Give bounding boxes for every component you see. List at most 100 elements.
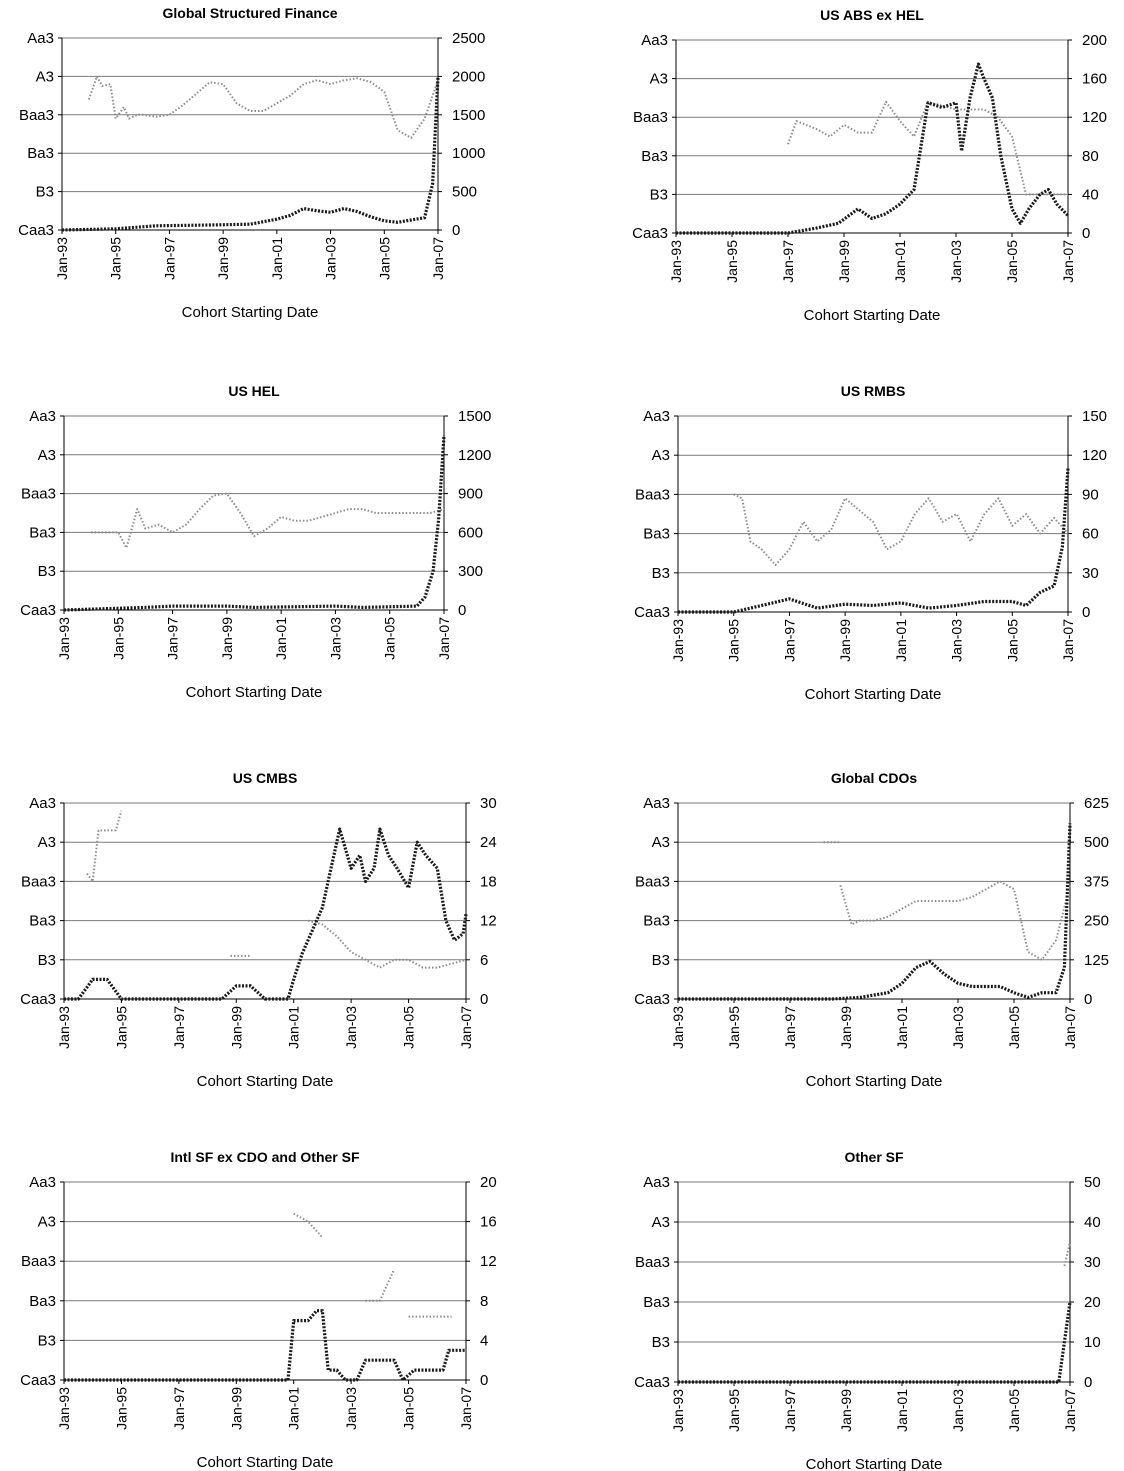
right-tick-label: 0 — [1084, 1374, 1092, 1391]
x-tick-label: Jan-05 — [376, 237, 392, 280]
left-tick-label: Caa3 — [18, 222, 54, 239]
right-tick-label: 0 — [1082, 225, 1090, 242]
x-tick-label: Jan-03 — [327, 617, 343, 660]
left-tick-label: Ba3 — [29, 913, 56, 930]
right-tick-label: 8 — [480, 1293, 488, 1310]
right-tick-label: 12 — [480, 1253, 497, 1270]
x-tick-label: Jan-01 — [892, 240, 908, 283]
right-tick-label: 0 — [480, 991, 488, 1008]
chart-panel-1: Global Structured Finance Caa3 B3 Ba3 Baa3 A3… — [18, 5, 485, 321]
right-tick-label: 24 — [480, 834, 497, 851]
right-tick-label: 0 — [458, 602, 466, 619]
right-tick-label: 0 — [1084, 991, 1092, 1008]
right-tick-label: 0 — [480, 1372, 488, 1389]
x-tick-label: Jan-93 — [670, 1389, 686, 1432]
x-tick-label: Jan-97 — [782, 1006, 798, 1049]
left-tick-label: A3 — [36, 68, 54, 85]
x-tick-label: Jan-01 — [269, 237, 285, 280]
x-tick-label: Jan-03 — [949, 619, 965, 662]
x-tick-label: Jan-07 — [1060, 240, 1076, 283]
right-tick-label: 12 — [480, 913, 497, 930]
left-tick-label: B3 — [652, 1334, 670, 1351]
rating-series-line-1 — [87, 75, 439, 139]
left-tick-label: Baa3 — [635, 486, 670, 503]
x-tick-label: Jan-99 — [228, 1387, 244, 1430]
volume-series-line-2 — [61, 76, 440, 232]
chart-panel-3: US HEL Caa3 B3 Ba3 Baa3 A3 Aa3 0 300 600 900 1200 15… — [20, 383, 491, 701]
left-tick-label: Aa3 — [27, 30, 54, 47]
left-tick-label: Aa3 — [643, 1174, 670, 1191]
right-tick-label: 120 — [1082, 447, 1107, 464]
x-tick-label: Jan-95 — [726, 1006, 742, 1049]
left-tick-label: Aa3 — [641, 32, 668, 49]
left-tick-label: B3 — [650, 186, 668, 203]
left-tick-label: A3 — [38, 834, 56, 851]
x-axis-label: Cohort Starting Date — [186, 684, 323, 701]
x-tick-label: Jan-97 — [161, 237, 177, 280]
left-tick-label: Ba3 — [641, 148, 668, 165]
x-tick-label: Jan-99 — [837, 619, 853, 662]
x-tick-label: Jan-93 — [56, 617, 72, 660]
right-tick-label: 150 — [1082, 408, 1107, 425]
left-tick-label: Aa3 — [643, 408, 670, 425]
rating-series-line-1 — [293, 1212, 324, 1239]
left-tick-label: B3 — [38, 952, 56, 969]
left-tick-label: A3 — [650, 71, 668, 88]
volume-series-line-2 — [676, 62, 1070, 235]
x-tick-label: Jan-97 — [165, 617, 181, 660]
x-tick-label: Jan-03 — [343, 1006, 359, 1049]
x-tick-label: Jan-01 — [273, 617, 289, 660]
chart-title: US RMBS — [841, 383, 906, 399]
right-tick-label: 120 — [1082, 109, 1107, 126]
x-tick-label: Jan-95 — [724, 240, 740, 283]
left-tick-label: Caa3 — [20, 602, 56, 619]
left-tick-label: A3 — [652, 1214, 670, 1231]
right-tick-label: 30 — [1082, 565, 1099, 582]
x-tick-label: Jan-05 — [401, 1006, 417, 1049]
x-tick-label: Jan-95 — [108, 237, 124, 280]
x-tick-label: Jan-97 — [782, 1389, 798, 1432]
x-axis-label: Cohort Starting Date — [182, 304, 319, 321]
chart-title: Global Structured Finance — [162, 5, 337, 21]
x-tick-label: Jan-03 — [950, 1006, 966, 1049]
left-tick-label: Caa3 — [634, 1374, 670, 1391]
chart-title: Other SF — [844, 1149, 904, 1165]
right-tick-label: 1000 — [452, 145, 485, 162]
x-tick-label: Jan-07 — [430, 237, 446, 280]
chart-title: Intl SF ex CDO and Other SF — [170, 1149, 359, 1165]
right-tick-label: 2000 — [452, 68, 485, 85]
x-tick-label: Jan-01 — [286, 1006, 302, 1049]
x-tick-label: Jan-93 — [56, 1006, 72, 1049]
right-tick-label: 250 — [1084, 913, 1109, 930]
right-tick-label: 625 — [1084, 795, 1109, 812]
left-tick-label: Aa3 — [29, 795, 56, 812]
right-tick-label: 500 — [1084, 834, 1109, 851]
right-tick-label: 18 — [480, 873, 497, 890]
right-tick-label: 125 — [1084, 952, 1109, 969]
x-axis-label: Cohort Starting Date — [806, 1456, 943, 1471]
x-tick-label: Jan-99 — [219, 617, 235, 660]
left-tick-label: B3 — [36, 184, 54, 201]
right-tick-label: 4 — [480, 1332, 488, 1349]
right-tick-label: 30 — [480, 795, 497, 812]
rating-series-line-1 — [86, 810, 123, 883]
x-tick-label: Jan-03 — [950, 1389, 966, 1432]
left-tick-label: A3 — [38, 1214, 56, 1231]
right-tick-label: 200 — [1082, 32, 1107, 49]
x-tick-label: Jan-07 — [436, 617, 452, 660]
x-tick-label: Jan-97 — [171, 1006, 187, 1049]
left-tick-label: Caa3 — [634, 604, 670, 621]
x-tick-label: Jan-99 — [838, 1389, 854, 1432]
volume-series-line-3 — [678, 823, 1072, 1001]
volume-series-line-2 — [678, 1301, 1072, 1384]
left-tick-label: Aa3 — [643, 795, 670, 812]
left-tick-label: Caa3 — [20, 1372, 56, 1389]
left-tick-label: Baa3 — [21, 873, 56, 890]
x-tick-label: Jan-93 — [54, 237, 70, 280]
left-tick-label: B3 — [652, 565, 670, 582]
x-tick-label: Jan-93 — [668, 240, 684, 283]
right-tick-label: 1500 — [452, 107, 485, 124]
right-tick-label: 16 — [480, 1214, 497, 1231]
x-tick-label: Jan-07 — [458, 1387, 474, 1430]
x-tick-label: Jan-01 — [286, 1387, 302, 1430]
